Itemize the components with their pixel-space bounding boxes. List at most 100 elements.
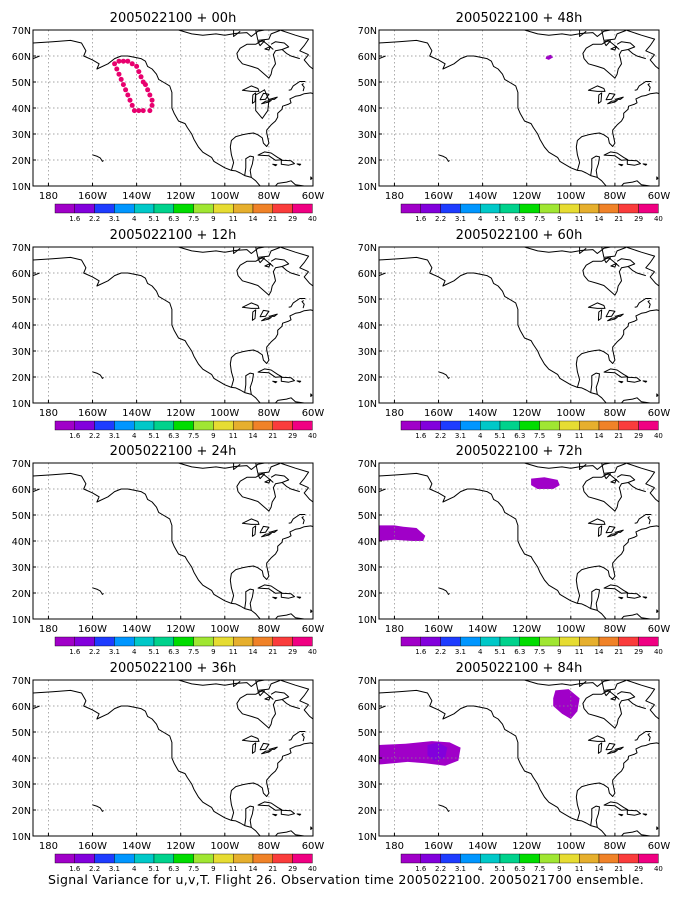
arctic-island bbox=[603, 257, 611, 264]
x-tick-label: 160W bbox=[424, 841, 453, 852]
coastline-hawaii bbox=[438, 587, 450, 595]
colorbar-swatch bbox=[559, 636, 580, 647]
map-content bbox=[379, 247, 659, 403]
coastline-hudson-bay bbox=[583, 49, 646, 79]
colorbar-label: 11 bbox=[575, 865, 584, 873]
colorbar-label: 6.3 bbox=[514, 648, 525, 656]
x-tick-label: 60W bbox=[302, 841, 325, 852]
coastline-west bbox=[33, 39, 313, 186]
colorbar-label: 5.1 bbox=[494, 215, 505, 223]
colorbar-label: 6.3 bbox=[514, 432, 525, 440]
colorbar-label: 11 bbox=[229, 865, 238, 873]
colorbar-swatch bbox=[400, 853, 421, 864]
caribbean-island bbox=[618, 380, 624, 384]
colorbar-swatch bbox=[638, 636, 659, 647]
panel-title: 2005022100 + 12h bbox=[110, 228, 237, 243]
colorbar-swatch bbox=[252, 636, 273, 647]
colorbar-swatch bbox=[193, 203, 214, 214]
panel-title: 2005022100 + 00h bbox=[110, 11, 237, 26]
colorbar-label: 21 bbox=[268, 865, 277, 873]
colorbar-swatch bbox=[400, 420, 421, 431]
coastline-arctic bbox=[649, 487, 659, 503]
y-tick-label: 70N bbox=[12, 459, 31, 470]
coastline-hudson-bay bbox=[237, 266, 300, 296]
coastline-arctic bbox=[270, 474, 290, 483]
coastline-hudson-bay bbox=[237, 49, 300, 79]
great-lake bbox=[597, 309, 603, 321]
caribbean-island bbox=[656, 609, 659, 613]
y-tick-label: 50N bbox=[12, 728, 31, 739]
colorbar-swatch bbox=[94, 420, 115, 431]
great-lake bbox=[607, 750, 618, 755]
x-tick-label: 60W bbox=[302, 624, 325, 635]
colorbar-label: 21 bbox=[614, 215, 623, 223]
colorbar-label: 1.6 bbox=[415, 215, 427, 223]
coastline-arctic bbox=[647, 733, 651, 742]
coastline-arctic bbox=[649, 54, 659, 70]
colorbar-swatch bbox=[213, 853, 234, 864]
caribbean-island bbox=[257, 368, 283, 378]
colorbar-label: 3.1 bbox=[455, 215, 466, 223]
y-tick-label: 70N bbox=[12, 26, 31, 37]
colorbar-label: 9 bbox=[557, 648, 561, 656]
colorbar-swatch bbox=[480, 636, 501, 647]
coastline-hudson-west bbox=[582, 256, 620, 276]
colorbar-swatch bbox=[292, 203, 313, 214]
caribbean-island bbox=[272, 163, 278, 167]
caribbean-island bbox=[310, 176, 313, 180]
colorbar-label: 3.1 bbox=[109, 432, 120, 440]
colorbar-label: 2.2 bbox=[435, 215, 446, 223]
colorbar-label: 9 bbox=[211, 432, 215, 440]
colorbar-swatch bbox=[460, 853, 481, 864]
coastline-arctic bbox=[255, 463, 281, 474]
colorbar-swatch bbox=[638, 203, 659, 214]
y-tick-label: 20N bbox=[358, 589, 377, 600]
colorbar-swatch bbox=[173, 420, 194, 431]
colorbar-label: 5.1 bbox=[148, 648, 159, 656]
verification-region-outline bbox=[255, 89, 270, 120]
great-lake bbox=[605, 525, 616, 534]
y-tick-label: 20N bbox=[12, 806, 31, 817]
colorbar-label: 14 bbox=[249, 215, 258, 223]
coastline-arctic bbox=[303, 487, 313, 503]
colorbar-label: 14 bbox=[595, 215, 604, 223]
great-lake bbox=[268, 313, 278, 317]
colorbar-swatch bbox=[232, 420, 254, 431]
colorbar-label: 29 bbox=[634, 648, 643, 656]
great-lake bbox=[241, 735, 260, 742]
colorbar-label: 9 bbox=[211, 215, 215, 223]
caribbean-island bbox=[603, 801, 629, 811]
colorbar-swatch bbox=[94, 203, 115, 214]
colorbar-swatch bbox=[272, 420, 293, 431]
great-lake bbox=[605, 742, 616, 751]
colorbar-label: 40 bbox=[308, 432, 317, 440]
great-lake bbox=[261, 317, 272, 322]
coastline-siberia bbox=[379, 272, 386, 277]
y-tick-label: 10N bbox=[358, 615, 377, 626]
arctic-island bbox=[264, 262, 271, 268]
coastline-yucatan bbox=[590, 588, 600, 611]
coastline-arctic bbox=[178, 247, 265, 254]
colorbar-swatch bbox=[94, 853, 115, 864]
great-lake bbox=[614, 96, 624, 100]
coastline-siberia bbox=[33, 55, 40, 60]
y-tick-label: 50N bbox=[358, 728, 377, 739]
colorbar-label: 3.1 bbox=[455, 865, 466, 873]
map-panel: 2005022100 + 12h 10N 20N 30N 40N 50N 60N 70N 180… bbox=[12, 228, 325, 440]
x-tick-label: 80W bbox=[258, 841, 281, 852]
coastline-arctic bbox=[601, 30, 627, 41]
colorbar-label: 29 bbox=[634, 432, 643, 440]
y-tick-label: 60N bbox=[358, 702, 377, 713]
coastline-arctic bbox=[255, 30, 281, 41]
colorbar-label: 4 bbox=[132, 648, 137, 656]
coastline-west bbox=[379, 39, 659, 186]
colorbar-swatch bbox=[133, 636, 155, 647]
x-tick-label: 100W bbox=[210, 624, 239, 635]
coastline-yucatan bbox=[244, 805, 254, 828]
colorbar-label: 1.6 bbox=[415, 648, 427, 656]
colorbar-swatch bbox=[539, 203, 560, 214]
coastline-arctic bbox=[634, 298, 652, 308]
coastline-arctic bbox=[649, 271, 659, 287]
x-tick-label: 120W bbox=[166, 191, 195, 202]
colorbar-swatch bbox=[252, 203, 273, 214]
